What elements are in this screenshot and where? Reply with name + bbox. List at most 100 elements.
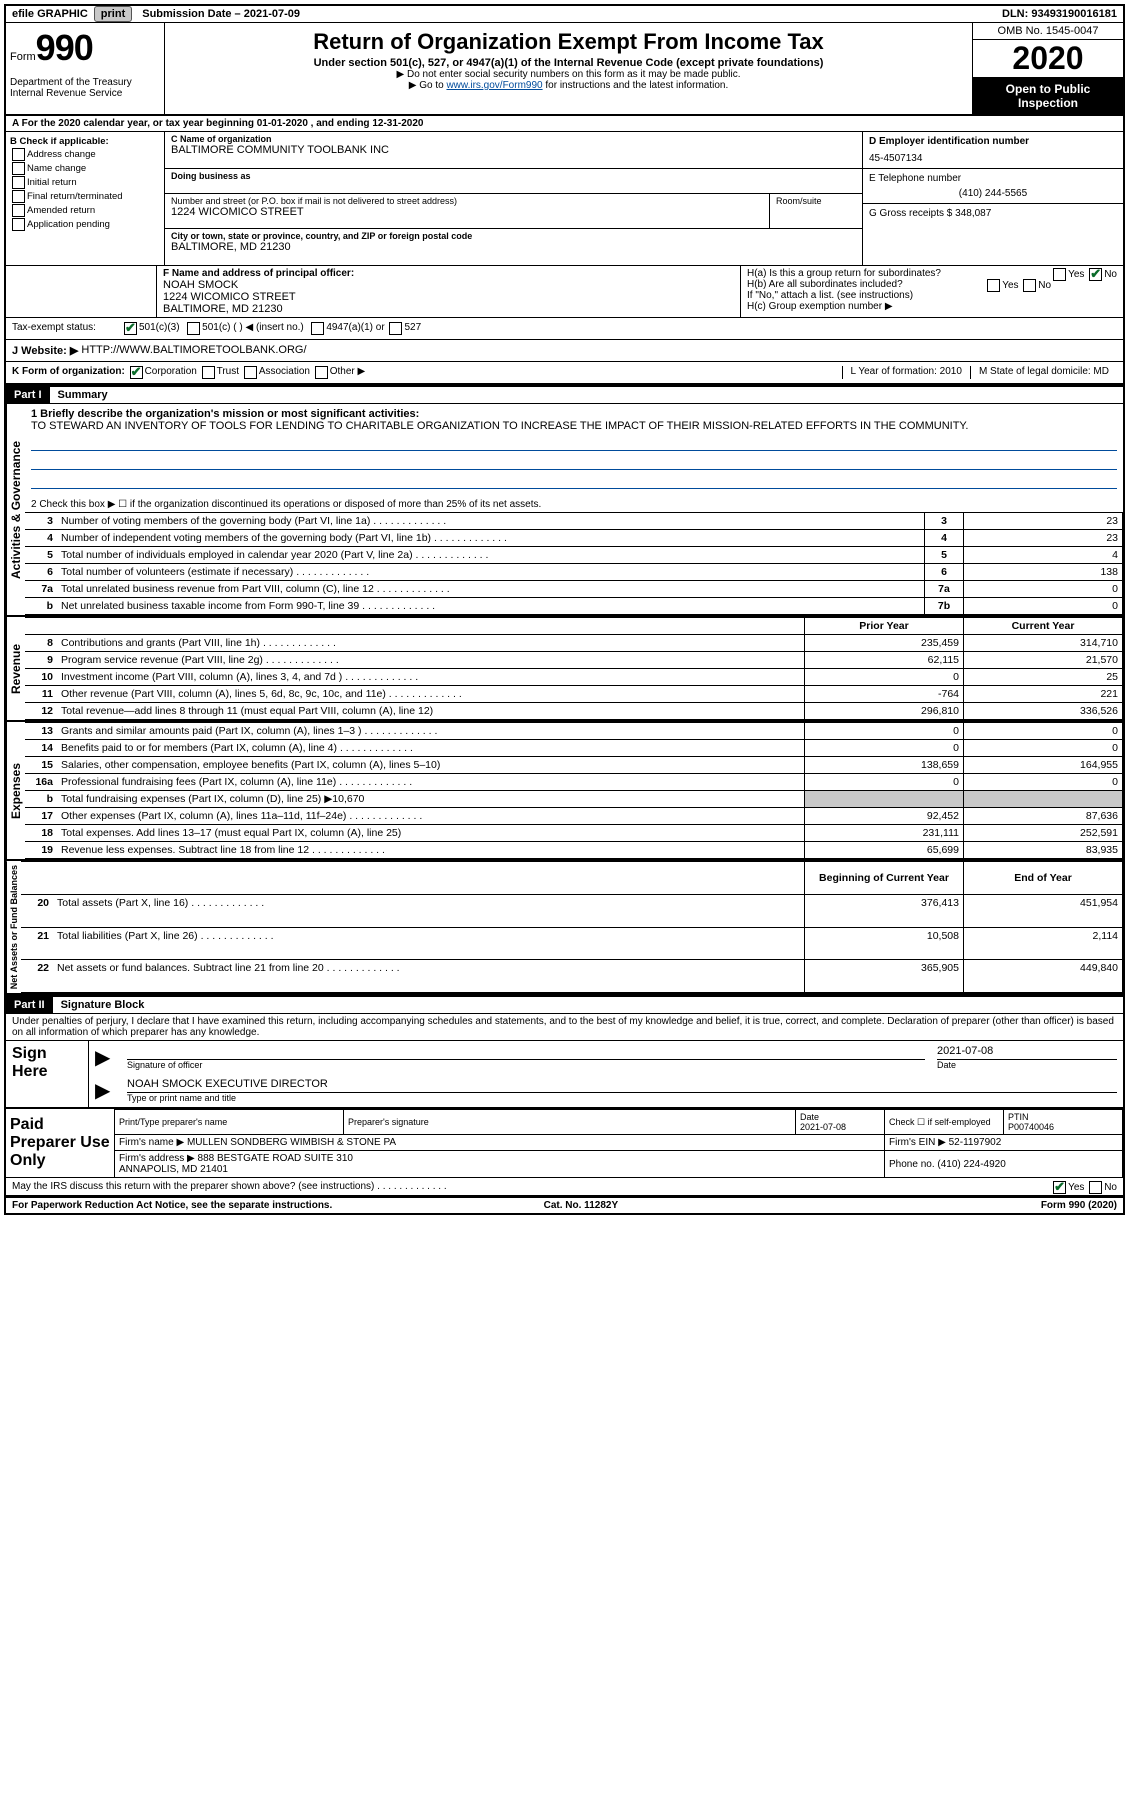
cb-527[interactable]	[389, 322, 402, 335]
city-label: City or town, state or province, country…	[171, 231, 856, 241]
block-d-e-g: D Employer identification number 45-4507…	[862, 132, 1123, 265]
penalties-text: Under penalties of perjury, I declare th…	[6, 1014, 1123, 1041]
cb-initial-return[interactable]: Initial return	[10, 176, 160, 189]
omb-number: OMB No. 1545-0047	[973, 23, 1123, 40]
table-row: 18Total expenses. Add lines 13–17 (must …	[25, 825, 1123, 842]
governance-vlabel: Activities & Governance	[6, 404, 25, 615]
expenses-table: 13Grants and similar amounts paid (Part …	[25, 722, 1123, 859]
form-header: Form 990 Department of the Treasury Inte…	[6, 23, 1123, 116]
k-label: K Form of organization:	[12, 366, 125, 379]
footer-left: For Paperwork Reduction Act Notice, see …	[12, 1200, 332, 1211]
firm-ein: 52-1197902	[949, 1137, 1002, 1148]
table-row: 11Other revenue (Part VIII, column (A), …	[25, 686, 1123, 703]
cb-name-change[interactable]: Name change	[10, 162, 160, 175]
table-row: 14Benefits paid to or for members (Part …	[25, 740, 1123, 757]
preparer-date: 2021-07-08	[800, 1122, 846, 1132]
netassets-vlabel: Net Assets or Fund Balances	[6, 861, 21, 993]
tax-status-label: Tax-exempt status:	[12, 322, 122, 335]
table-row: 8Contributions and grants (Part VIII, li…	[25, 635, 1123, 652]
cb-corporation[interactable]	[130, 366, 143, 379]
tax-status-row: Tax-exempt status: 501(c)(3) 501(c) ( ) …	[6, 318, 1123, 340]
h-block: H(a) Is this a group return for subordin…	[741, 266, 1123, 317]
officer-h-block: F Name and address of principal officer:…	[6, 266, 1123, 318]
cb-application-pending[interactable]: Application pending	[10, 218, 160, 231]
netassets-table: Beginning of Current YearEnd of Year 20T…	[21, 861, 1123, 993]
irs-link[interactable]: www.irs.gov/Form990	[446, 80, 542, 91]
discuss-no-cb[interactable]	[1089, 1181, 1102, 1194]
table-row: 5Total number of individuals employed in…	[25, 547, 1123, 564]
ptin-value: P00740046	[1008, 1122, 1054, 1132]
dln-label: DLN: 93493190016181	[996, 6, 1123, 22]
print-button[interactable]: print	[94, 6, 132, 22]
table-row: 17Other expenses (Part IX, column (A), l…	[25, 808, 1123, 825]
firm-name: MULLEN SONDBERG WIMBISH & STONE PA	[187, 1137, 396, 1148]
sig-date: 2021-07-08	[937, 1045, 1117, 1060]
cb-final-return[interactable]: Final return/terminated	[10, 190, 160, 203]
city-value: BALTIMORE, MD 21230	[171, 241, 856, 253]
table-row: bNet unrelated business taxable income f…	[25, 598, 1123, 615]
form-990-page: efile GRAPHIC print Submission Date – 20…	[4, 4, 1125, 1215]
governance-section: Activities & Governance 1 Briefly descri…	[6, 404, 1123, 617]
table-row: 21Total liabilities (Part X, line 26)10,…	[21, 927, 1123, 960]
cb-501c3[interactable]	[124, 322, 137, 335]
form-title: Return of Organization Exempt From Incom…	[169, 29, 968, 55]
netassets-section: Net Assets or Fund Balances Beginning of…	[6, 861, 1123, 995]
table-row: 22Net assets or fund balances. Subtract …	[21, 960, 1123, 993]
part2-header: Part II Signature Block	[6, 995, 1123, 1014]
current-year-header: Current Year	[964, 618, 1123, 635]
table-row: 12Total revenue—add lines 8 through 11 (…	[25, 703, 1123, 720]
note-link: ▶ Go to www.irs.gov/Form990 for instruct…	[169, 80, 968, 91]
firm-ein-lbl: Firm's EIN ▶	[889, 1137, 946, 1148]
preparer-sig-h: Preparer's signature	[344, 1110, 796, 1135]
firm-phone: (410) 224-4920	[937, 1159, 1005, 1170]
mission-q: 1 Briefly describe the organization's mi…	[31, 408, 1117, 420]
m-state-domicile: M State of legal domicile: MD	[970, 366, 1117, 379]
website-label: J Website: ▶	[12, 344, 78, 357]
website-value: HTTP://WWW.BALTIMORETOOLBANK.ORG/	[81, 344, 306, 357]
table-row: 13Grants and similar amounts paid (Part …	[25, 723, 1123, 740]
table-row: 9Program service revenue (Part VIII, lin…	[25, 652, 1123, 669]
note-link-post: for instructions and the latest informat…	[543, 80, 729, 91]
boy-header: Beginning of Current Year	[805, 862, 964, 895]
discuss-yes-cb[interactable]	[1053, 1181, 1066, 1194]
sig-date-label: Date	[937, 1060, 1117, 1070]
telephone-label: E Telephone number	[869, 173, 1117, 184]
paid-preparer-label: Paid Preparer Use Only	[6, 1110, 115, 1178]
table-row: 19Revenue less expenses. Subtract line 1…	[25, 842, 1123, 859]
sign-here-block: Sign Here ▶ Signature of officer 2021-07…	[6, 1041, 1123, 1109]
street-value: 1224 WICOMICO STREET	[171, 206, 763, 218]
cb-trust[interactable]	[202, 366, 215, 379]
governance-table: 3Number of voting members of the governi…	[25, 512, 1123, 615]
revenue-vlabel: Revenue	[6, 617, 25, 720]
table-row: 3Number of voting members of the governi…	[25, 513, 1123, 530]
cb-address-change[interactable]: Address change	[10, 148, 160, 161]
footer-cat: Cat. No. 11282Y	[544, 1200, 618, 1211]
header-title-block: Return of Organization Exempt From Incom…	[165, 23, 972, 114]
discuss-row: May the IRS discuss this return with the…	[6, 1178, 1123, 1197]
table-row: 6Total number of volunteers (estimate if…	[25, 564, 1123, 581]
ein-label: D Employer identification number	[869, 136, 1117, 147]
firm-addr-lbl: Firm's address ▶	[119, 1153, 195, 1164]
cb-amended-return[interactable]: Amended return	[10, 204, 160, 217]
preparer-name-h: Print/Type preparer's name	[115, 1110, 344, 1135]
cb-other[interactable]	[315, 366, 328, 379]
part1-title: Summary	[50, 389, 108, 401]
table-row: 7aTotal unrelated business revenue from …	[25, 581, 1123, 598]
form-number: 990	[36, 27, 93, 69]
form-word: Form	[10, 51, 36, 63]
footer-right: Form 990 (2020)	[1041, 1200, 1117, 1211]
org-name-label: C Name of organization	[171, 134, 856, 144]
telephone-value: (410) 244-5565	[869, 184, 1117, 199]
mission-text: TO STEWARD AN INVENTORY OF TOOLS FOR LEN…	[31, 420, 1117, 432]
revenue-section: Revenue Prior YearCurrent Year 8Contribu…	[6, 617, 1123, 722]
cb-4947[interactable]	[311, 322, 324, 335]
sig-name: NOAH SMOCK EXECUTIVE DIRECTOR	[127, 1078, 1117, 1093]
cb-association[interactable]	[244, 366, 257, 379]
street-label: Number and street (or P.O. box if mail i…	[171, 196, 763, 206]
public-inspection: Open to Public Inspection	[973, 78, 1123, 114]
officer-label: F Name and address of principal officer:	[163, 268, 734, 279]
cb-501c[interactable]	[187, 322, 200, 335]
dba-label: Doing business as	[171, 171, 856, 181]
submission-date: Submission Date – 2021-07-09	[136, 6, 306, 22]
expenses-vlabel: Expenses	[6, 722, 25, 859]
